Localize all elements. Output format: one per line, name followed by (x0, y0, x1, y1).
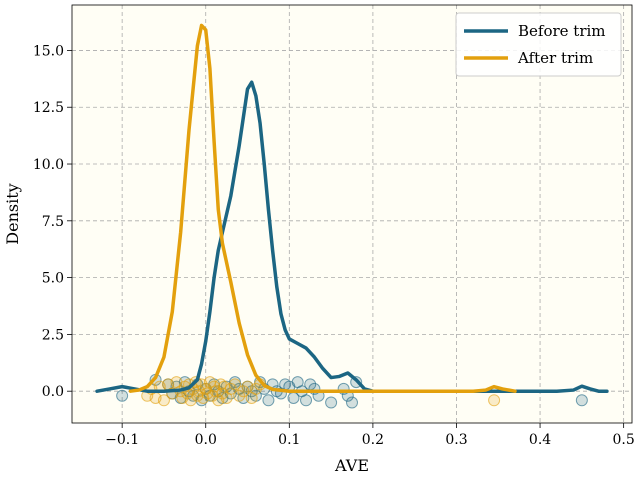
scatter-point-after-trim (249, 382, 262, 395)
legend: Before trim After trim (455, 12, 622, 77)
scatter-point-after-trim (224, 382, 237, 395)
legend-box (455, 12, 622, 77)
x-tick-label: 0.5 (613, 432, 635, 448)
scatter-point-after-trim (228, 378, 241, 391)
scatter-point-before-trim (116, 389, 129, 402)
y-tick-label: 5.0 (42, 271, 64, 287)
x-axis-ticks: −0.1 0.0 0.1 0.2 0.3 0.4 0.5 (105, 423, 635, 448)
y-tick-label: 0.0 (42, 384, 64, 400)
x-tick-label: −0.1 (105, 432, 139, 448)
density-line-after-trim (128, 23, 517, 393)
scatter-point-after-trim (233, 389, 246, 402)
plot-frame (71, 4, 633, 424)
scatter-point-before-trim (300, 394, 313, 407)
x-tick-label: 0.3 (445, 432, 467, 448)
x-axis-label: AVE (334, 456, 369, 475)
y-tick-label: 7.5 (42, 214, 64, 230)
scatter-point-after-trim (184, 394, 197, 407)
scatter-point-after-trim (237, 385, 250, 398)
y-tick-label: 10.0 (33, 157, 64, 173)
x-tick-label: 0.0 (195, 432, 217, 448)
scatter-point-after-trim (157, 394, 170, 407)
scatter-point-before-trim (346, 396, 358, 409)
x-tick-label: 0.2 (362, 432, 384, 448)
density-lines (95, 23, 609, 393)
x-tick-label: 0.1 (278, 432, 300, 448)
y-tick-label: 15.0 (33, 43, 64, 59)
x-tick-label: 0.4 (529, 432, 551, 448)
scatter-point-before-trim (575, 394, 588, 407)
scatter-point-after-trim (488, 394, 501, 407)
y-tick-label: 2.5 (42, 327, 64, 343)
legend-label-before-trim: Before trim (518, 22, 606, 40)
y-axis-ticks: 0.0 2.5 5.0 7.5 10.0 12.5 15.0 (33, 43, 72, 400)
y-axis-label: Density (3, 183, 22, 244)
scatter-point-before-trim (262, 394, 275, 407)
scatter-point-after-trim (197, 392, 210, 405)
scatter-point-before-trim (325, 396, 338, 409)
legend-label-after-trim: After trim (517, 49, 593, 67)
y-tick-label: 12.5 (33, 100, 64, 116)
